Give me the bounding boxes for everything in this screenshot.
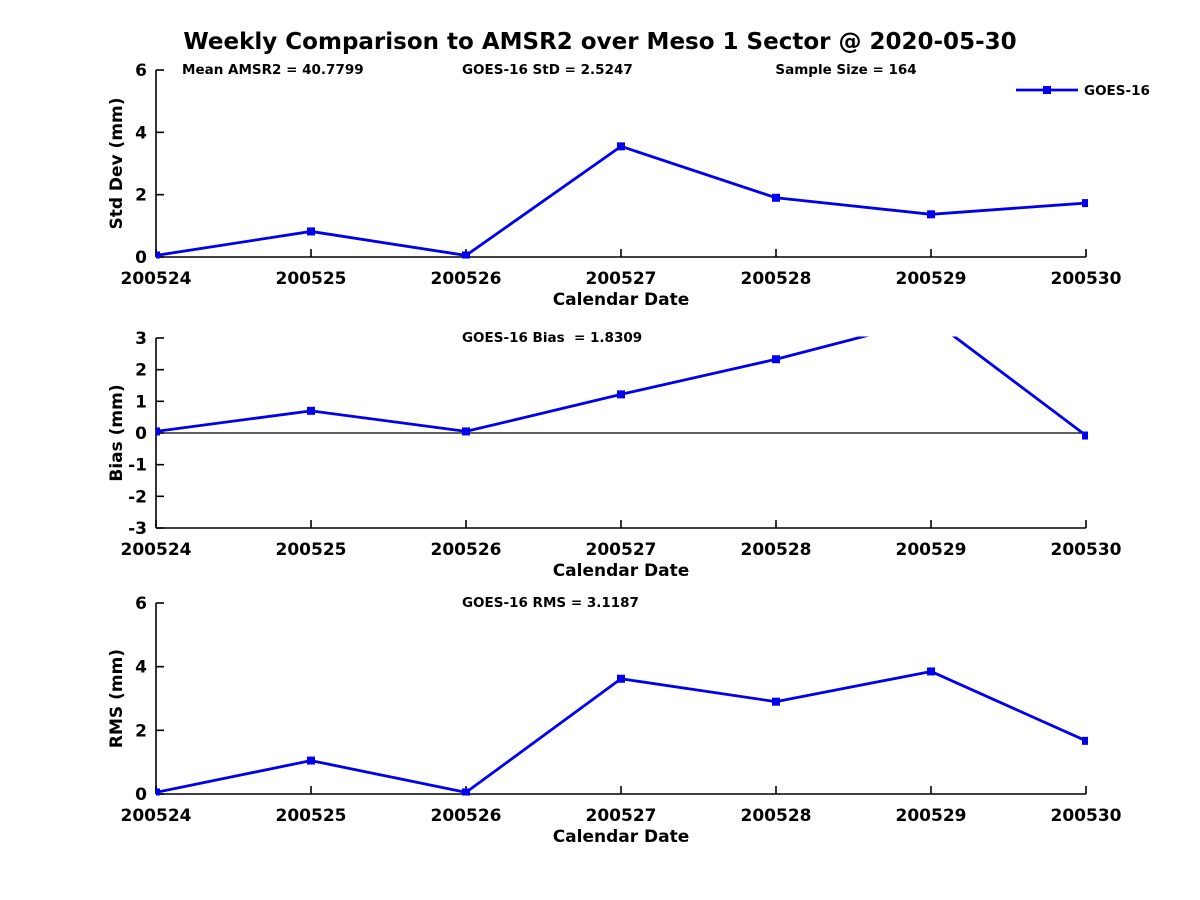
y-tick-label: 2 <box>135 186 147 206</box>
x-axis-label: Calendar Date <box>553 561 690 581</box>
x-axis-label: Calendar Date <box>553 290 690 310</box>
y-tick-label: 6 <box>135 594 147 614</box>
series-marker <box>307 406 315 415</box>
x-tick-label: 200524 <box>121 269 192 289</box>
y-axis-label: RMS (mm) <box>107 649 127 748</box>
x-tick-label: 200526 <box>431 806 502 826</box>
legend-label: GOES-16 <box>1084 83 1150 99</box>
x-tick-label: 200529 <box>896 269 967 289</box>
legend-marker <box>1043 86 1051 94</box>
series-marker <box>1082 736 1088 745</box>
x-axis-label: Calendar Date <box>553 827 690 847</box>
y-tick-label: 3 <box>135 329 147 349</box>
x-tick-label: 200524 <box>121 540 192 560</box>
y-tick-label: 0 <box>135 785 147 805</box>
x-tick-label: 200525 <box>276 269 347 289</box>
series-line <box>156 670 1087 794</box>
x-tick-label: 200530 <box>1051 269 1122 289</box>
stat-annotation: Sample Size = 164 <box>775 62 916 78</box>
series-marker <box>462 427 470 436</box>
y-tick-label: 2 <box>135 361 147 381</box>
x-tick-label: 200525 <box>276 540 347 560</box>
stat-annotation: GOES-16 Bias = 1.8309 <box>462 330 642 346</box>
x-tick-label: 200527 <box>586 806 657 826</box>
y-tick-label: 0 <box>135 248 147 268</box>
series-marker <box>462 788 470 796</box>
series-marker <box>462 251 470 259</box>
stat-annotation: Mean AMSR2 = 40.7799 <box>182 62 364 78</box>
x-tick-label: 200530 <box>1051 540 1122 560</box>
stat-annotation: GOES-16 RMS = 3.1187 <box>462 595 639 611</box>
x-tick-label: 200524 <box>121 806 192 826</box>
x-tick-label: 200529 <box>896 806 967 826</box>
y-axis-label: Bias (mm) <box>107 384 127 481</box>
x-tick-label: 200529 <box>896 540 967 560</box>
series-marker <box>927 667 935 676</box>
x-tick-label: 200527 <box>586 540 657 560</box>
y-tick-label: -3 <box>128 519 147 539</box>
series-marker <box>1082 199 1088 208</box>
x-tick-label: 200530 <box>1051 806 1122 826</box>
x-tick-label: 200526 <box>431 540 502 560</box>
x-tick-label: 200528 <box>741 269 812 289</box>
x-tick-label: 200526 <box>431 269 502 289</box>
x-tick-label: 200527 <box>586 269 657 289</box>
series-marker <box>307 756 315 765</box>
series-marker <box>156 788 160 796</box>
series-marker <box>307 227 315 236</box>
series-marker <box>156 251 160 259</box>
x-tick-label: 200525 <box>276 806 347 826</box>
figure-title: Weekly Comparison to AMSR2 over Meso 1 S… <box>183 29 1017 55</box>
y-tick-label: 4 <box>135 123 147 143</box>
series-marker <box>927 210 935 219</box>
x-tick-label: 200528 <box>741 540 812 560</box>
series-marker <box>156 427 160 436</box>
stat-annotation: GOES-16 StD = 2.5247 <box>462 62 633 78</box>
series-marker <box>927 315 935 323</box>
y-axis-label: Std Dev (mm) <box>107 97 127 229</box>
x-tick-label: 200528 <box>741 806 812 826</box>
y-tick-label: 4 <box>135 658 147 678</box>
series-marker <box>772 697 780 706</box>
series-marker <box>617 142 625 151</box>
series-marker <box>772 193 780 202</box>
series-marker <box>1082 431 1088 440</box>
y-tick-label: 0 <box>135 424 147 444</box>
y-tick-label: 1 <box>135 392 147 412</box>
y-tick-label: -2 <box>128 487 147 507</box>
y-tick-label: 2 <box>135 721 147 741</box>
series-line <box>156 144 1087 257</box>
series-marker <box>772 355 780 364</box>
series-marker <box>617 390 625 399</box>
y-tick-label: 6 <box>135 61 147 81</box>
series-marker <box>617 674 625 683</box>
y-tick-label: -1 <box>128 456 147 476</box>
